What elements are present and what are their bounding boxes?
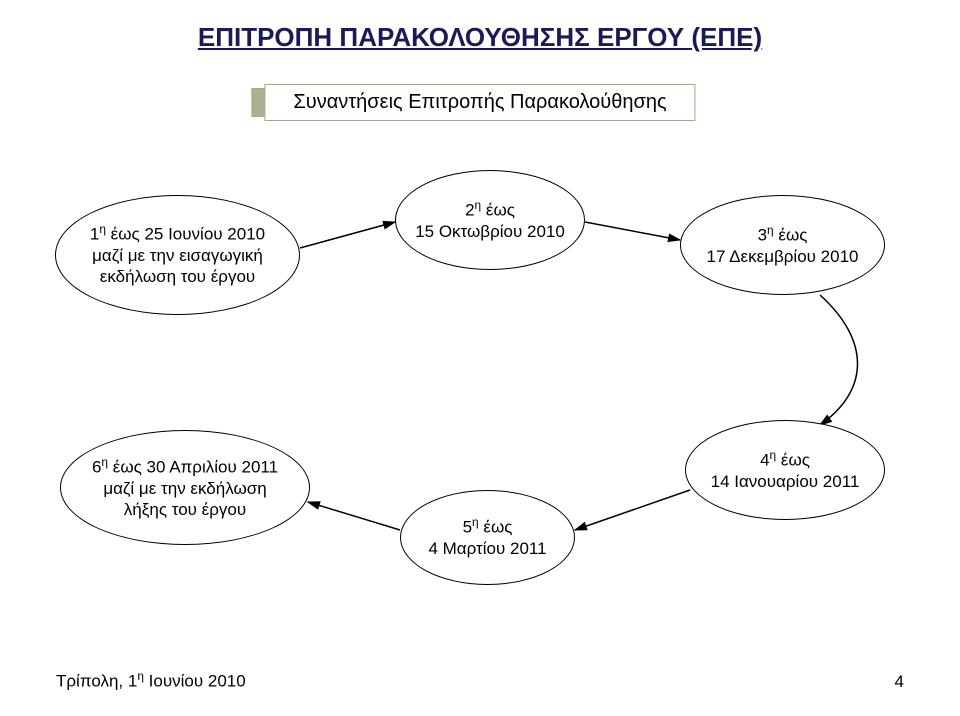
connector-n5-n6 [308, 502, 400, 530]
bubble-line2: μαζί με την εκδήλωση [103, 478, 266, 499]
connector-n2-n3 [585, 222, 680, 240]
bubble-line2: μαζί με την εισαγωγική [92, 245, 263, 266]
bubble-n3: 3η έως17 Δεκεμβρίου 2010 [680, 195, 885, 295]
bubble-line2: 4 Μαρτίου 2011 [428, 538, 546, 559]
bubble-line2: 15 Οκτωβρίου 2010 [415, 221, 565, 242]
subtitle-notch [251, 88, 265, 117]
connector-n3-n4 [820, 295, 858, 425]
connector-n1-n2 [300, 222, 395, 248]
bubble-line1: 3η έως [758, 223, 808, 246]
bubble-line2: 17 Δεκεμβρίου 2010 [706, 246, 858, 267]
bubble-n2: 2η έως15 Οκτωβρίου 2010 [395, 170, 585, 270]
bubble-line1: 1η έως 25 Ιουνίου 2010 [90, 222, 265, 245]
subtitle-box: Συναντήσεις Επιτροπής Παρακολούθησης [264, 84, 695, 121]
footer-page-number: 4 [895, 672, 904, 692]
bubble-line1: 2η έως [465, 198, 515, 221]
bubble-line2: 14 Ιανουαρίου 2011 [711, 471, 860, 492]
subtitle-text: Συναντήσεις Επιτροπής Παρακολούθησης [293, 91, 666, 113]
bubble-n1: 1η έως 25 Ιουνίου 2010μαζί με την εισαγω… [55, 195, 300, 315]
footer-left: Τρίπολη, 1η Ιουνίου 2010 [56, 669, 246, 692]
bubble-n4: 4η έως14 Ιανουαρίου 2011 [685, 420, 885, 520]
bubble-line3: λήξης του έργου [124, 499, 246, 520]
connector-n4-n5 [575, 490, 690, 530]
bubble-line3: εκδήλωση του έργου [100, 266, 255, 287]
bubble-line1: 6η έως 30 Απριλίου 2011 [92, 455, 278, 478]
bubble-n5: 5η έως4 Μαρτίου 2011 [400, 490, 575, 585]
bubble-n6: 6η έως 30 Απριλίου 2011μαζί με την εκδήλ… [60, 430, 310, 545]
page-title: ΕΠΙΤΡΟΠΗ ΠΑΡΑΚΟΛΟΥΘΗΣΗΣ ΕΡΓΟΥ (ΕΠΕ) [198, 22, 762, 53]
bubble-line1: 4η έως [760, 448, 810, 471]
bubble-line1: 5η έως [463, 515, 513, 538]
